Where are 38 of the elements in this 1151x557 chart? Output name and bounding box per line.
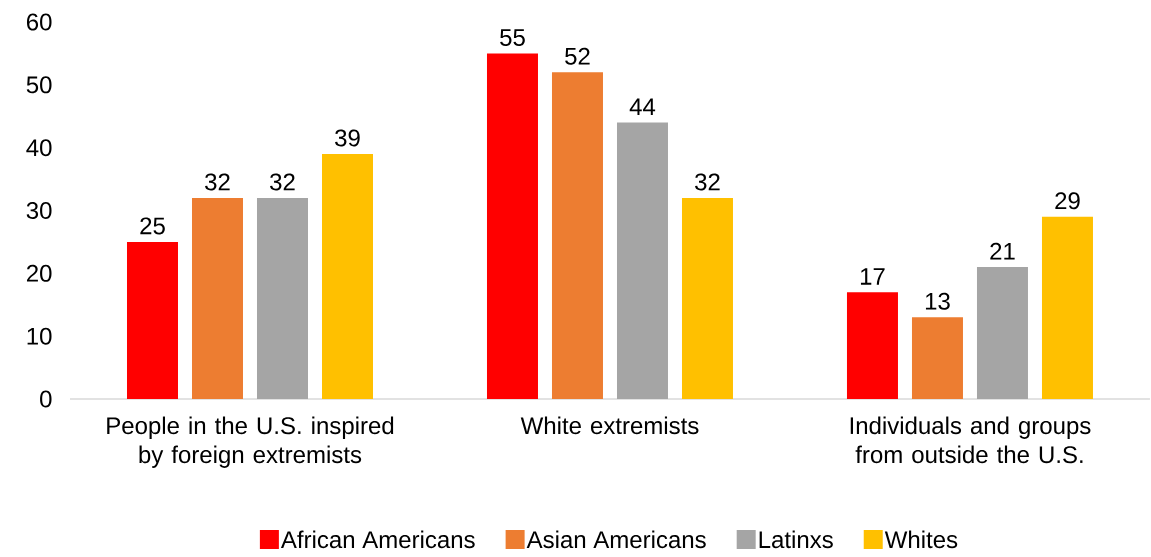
data-label: 55	[500, 29, 525, 46]
bar	[486, 53, 538, 399]
bar	[551, 72, 603, 399]
data-label: 13	[925, 292, 950, 310]
legend-label: African Americans	[280, 530, 475, 549]
bar	[257, 197, 308, 399]
y-tick-label: 10	[27, 327, 52, 345]
y-tick-label: 40	[26, 139, 52, 157]
data-label: 44	[629, 98, 656, 115]
y-tick-label: 20	[26, 264, 52, 282]
y-tick-label: 30	[26, 202, 52, 219]
bar	[1041, 216, 1093, 399]
legend-label: Asian Americans	[526, 530, 706, 549]
bar	[192, 197, 243, 399]
legend-label: Whites	[884, 530, 958, 549]
bar	[846, 292, 898, 399]
x-tick-label: Individuals and groups from outside the U.S.	[850, 416, 1091, 464]
data-label: 52	[565, 47, 590, 65]
data-label: 17	[860, 268, 885, 285]
bar	[322, 153, 373, 399]
bar	[616, 122, 668, 399]
data-label: 29	[1055, 192, 1080, 210]
bar	[911, 317, 963, 399]
data-label: 25	[140, 217, 165, 235]
y-tick-label: 60	[27, 13, 52, 31]
y-tick-label: 50	[26, 76, 52, 94]
data-label: 39	[335, 129, 360, 147]
bar	[976, 267, 1028, 399]
x-tick-label: White extremists	[520, 416, 699, 435]
bar	[126, 241, 178, 399]
data-label: 32	[695, 173, 720, 191]
data-label: 32	[270, 173, 295, 191]
data-label: 32	[205, 173, 230, 191]
data-label: 21	[990, 242, 1015, 260]
legend-label: Latinxs	[759, 530, 833, 549]
x-tick-label: People in the U.S. inspired by foreign extremists	[107, 416, 394, 468]
bar	[681, 197, 733, 399]
y-tick-label: 0	[40, 390, 52, 408]
